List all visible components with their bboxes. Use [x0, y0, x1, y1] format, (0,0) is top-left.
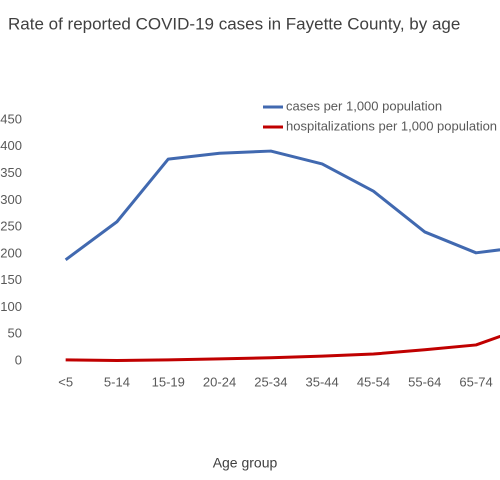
y-tick-label: 350	[0, 165, 22, 180]
legend-label: hospitalizations per 1,000 population	[286, 118, 497, 133]
chart-title: Rate of reported COVID-19 cases in Fayet…	[8, 14, 460, 33]
legend-label: cases per 1,000 population	[286, 98, 442, 113]
x-tick-label: 35-44	[306, 374, 339, 389]
x-tick-label: 20-24	[203, 374, 236, 389]
x-tick-label: 25-34	[254, 374, 287, 389]
y-tick-label: 200	[0, 245, 22, 260]
series-line	[65, 334, 500, 362]
y-tick-label: 150	[0, 272, 22, 287]
x-tick-label: 45-54	[357, 374, 390, 389]
y-tick-label: 250	[0, 219, 22, 234]
y-tick-label: 100	[0, 299, 22, 314]
y-tick-label: 400	[0, 138, 22, 153]
y-tick-label: 450	[0, 111, 22, 126]
y-tick-label: 300	[0, 192, 22, 207]
x-axis-title: Age group	[213, 455, 278, 471]
x-tick-label: <5	[58, 374, 73, 389]
x-tick-label: 15-19	[152, 374, 185, 389]
x-tick-label: 55-64	[408, 374, 441, 389]
y-tick-label: 0	[15, 352, 22, 367]
y-tick-label: 50	[8, 326, 22, 341]
x-tick-label: 65-74	[459, 374, 492, 389]
x-tick-label: 5-14	[104, 374, 130, 389]
series-line	[64, 149, 500, 261]
